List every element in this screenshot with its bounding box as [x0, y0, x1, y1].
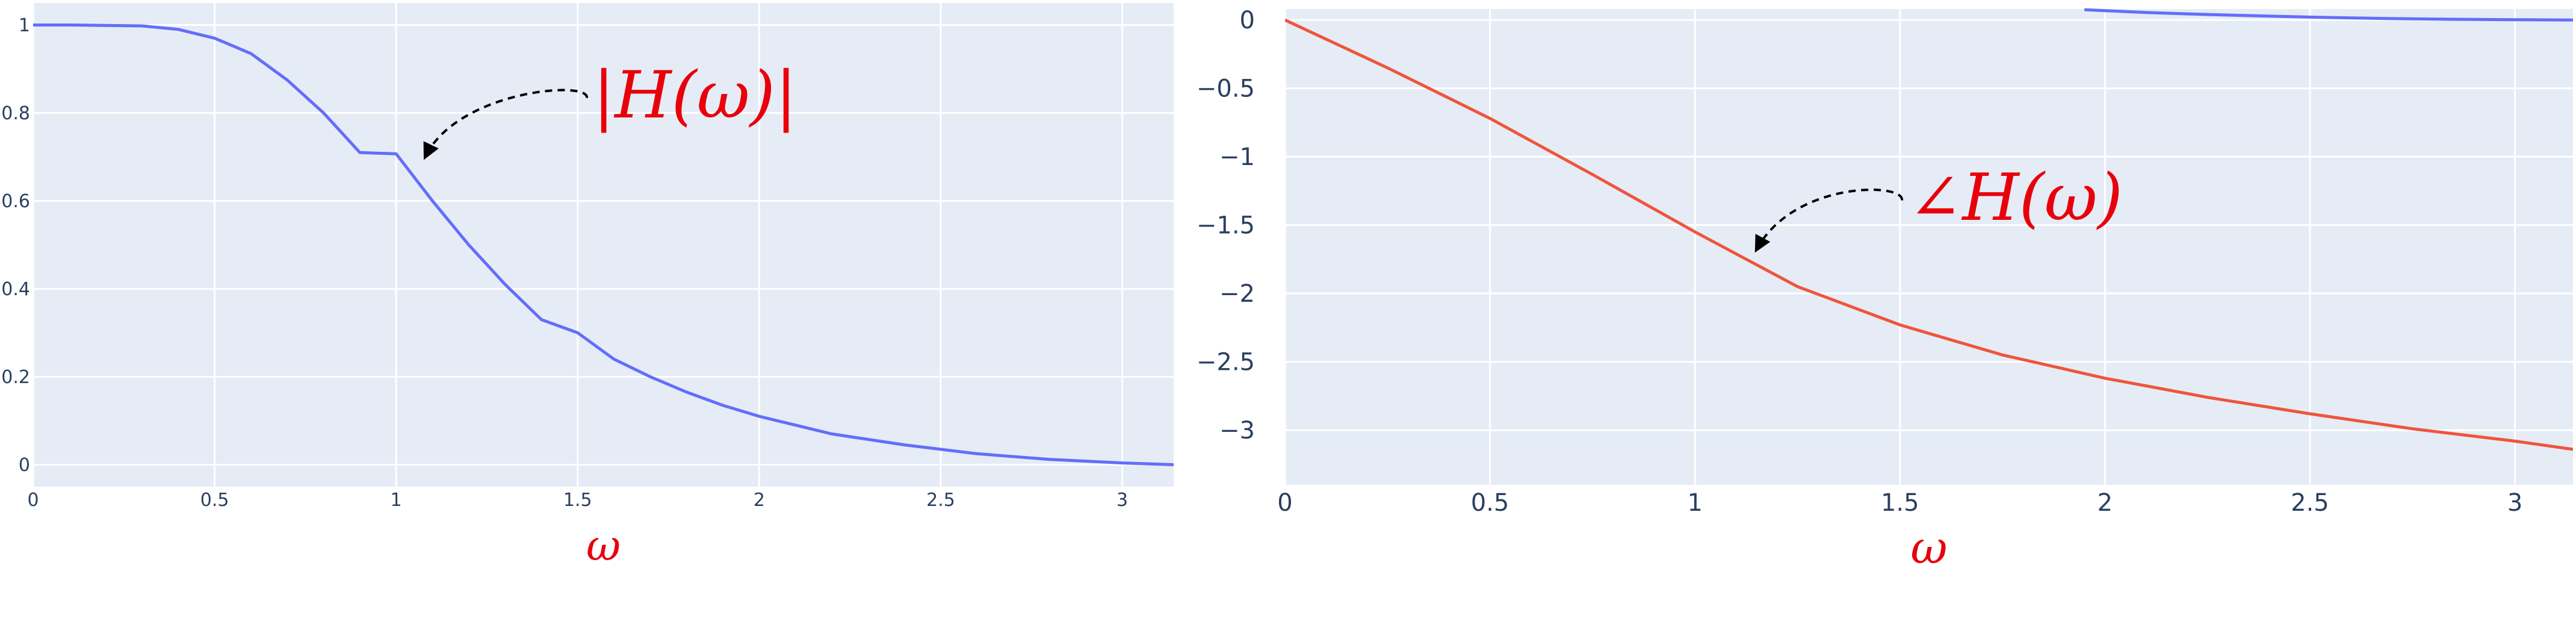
x-tick-label: 0 — [1277, 489, 1292, 517]
magnitude-chart: 0 0.5 1 1.5 2 2.5 3 0 0.2 0.4 0.6 0.8 1 ω |H(ω)| — [1, 3, 1174, 570]
x-tick-label: 0 — [27, 490, 39, 511]
y-tick-label: 1 — [19, 15, 30, 36]
x-tick-label: 1 — [1687, 489, 1702, 517]
x-tick-label: 0.5 — [1471, 489, 1509, 517]
series-line — [33, 23, 1174, 466]
x-tick-label: 1.5 — [563, 490, 592, 511]
y-tick-label: −2.5 — [1197, 349, 1255, 376]
x-tick-label: 1.5 — [1881, 489, 1919, 517]
x-tick-label: 2.5 — [2291, 489, 2329, 517]
y-tick-label: 0.2 — [1, 367, 30, 388]
y-tick-label: 0 — [19, 455, 30, 476]
y-tick-label: 0 — [1240, 7, 1255, 34]
y-tick-label: −0.5 — [1197, 75, 1255, 103]
series-line — [2084, 8, 2573, 22]
annotation-arrow — [1754, 189, 1903, 253]
phase-chart: 0 0.5 1 1.5 2 2.5 3 0 −0.5 −1 −1.5 −2 −2.5 −3 ω ∠H(ω) — [1197, 7, 2573, 574]
plot-area — [1285, 9, 2573, 485]
y-tick-label: 0.4 — [1, 279, 30, 300]
x-tick-label: 2 — [2098, 489, 2113, 517]
x-axis-title: ω — [586, 521, 621, 570]
y-tick-label: 0.6 — [1, 191, 30, 212]
y-tick-label: −1 — [1219, 143, 1255, 171]
x-tick-label: 1 — [391, 490, 402, 511]
x-tick-label: 2.5 — [926, 490, 955, 511]
x-tick-label: 0.5 — [200, 490, 229, 511]
x-tick-label: 2 — [754, 490, 765, 511]
x-tick-label: 3 — [2507, 489, 2522, 517]
y-tick-label: −2 — [1219, 280, 1255, 308]
series-line — [1285, 18, 2573, 451]
annotation-label: ∠H(ω) — [1908, 160, 2123, 236]
plot-area — [33, 3, 1174, 487]
annotation-arrow — [423, 89, 588, 160]
y-tick-label: −1.5 — [1197, 212, 1255, 240]
x-tick-label: 3 — [1116, 490, 1128, 511]
annotation-label: |H(ω)| — [593, 58, 797, 133]
y-tick-label: 0.8 — [1, 103, 30, 124]
x-axis-title: ω — [1910, 521, 1947, 574]
y-tick-label: −3 — [1219, 417, 1255, 445]
